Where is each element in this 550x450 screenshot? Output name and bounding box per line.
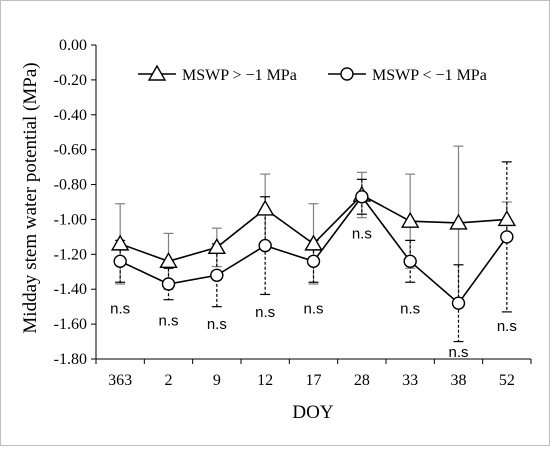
y-tick-label: -1.80 <box>54 351 87 368</box>
circle-series-point <box>210 268 224 282</box>
triangle-series-point <box>110 234 130 251</box>
x-tick-label: 12 <box>257 372 273 389</box>
x-tick-label: 38 <box>451 372 467 389</box>
legend: MSWP > −1 MPa MSWP < −1 MPa <box>138 64 487 84</box>
circle-series-point <box>258 238 272 253</box>
triangle-series-point <box>304 234 323 251</box>
significance-label: n.s <box>303 300 323 317</box>
significance-label: n.s <box>352 225 372 242</box>
x-tick-label: 17 <box>306 372 322 389</box>
y-axis-title: Midday stem water potential (MPa) <box>20 62 41 333</box>
y-tick-label: -1.40 <box>54 281 87 298</box>
circle-series-point <box>113 254 127 269</box>
x-tick-label: 9 <box>213 372 221 389</box>
y-tick-label: -0.60 <box>54 142 87 159</box>
significance-label: n.s <box>110 300 130 317</box>
significance-label: n.s <box>497 318 517 335</box>
significance-label: n.s <box>400 300 420 317</box>
legend-marker-circle <box>340 67 354 81</box>
y-tick-label: 0.00 <box>59 37 87 54</box>
x-tick-label: 33 <box>402 372 418 389</box>
significance-label: n.s <box>448 344 468 361</box>
circle-series-point <box>161 277 176 291</box>
significance-label: n.s <box>158 313 178 330</box>
circle-series-point <box>355 190 369 204</box>
significance-label: n.s <box>207 316 227 333</box>
y-tick-label: -1.00 <box>54 211 87 228</box>
circle-series-point <box>451 296 466 310</box>
y-tick-label: -1.60 <box>54 316 87 333</box>
legend-label-triangle: MSWP > −1 MPa <box>182 67 297 84</box>
triangle-series-point <box>207 237 227 255</box>
x-tick-label: 2 <box>165 372 173 389</box>
circle-series-point <box>403 254 417 269</box>
legend-marker-triangle <box>147 64 167 81</box>
plot-area: 0.00 -0.20 -0.40 -0.60 -0.80 -1.00 -1.20 -1.40 -… <box>54 37 532 389</box>
y-tick-label: -1.20 <box>54 246 87 263</box>
x-tick-label: 28 <box>354 372 370 389</box>
y-tick-label: -0.40 <box>54 107 87 124</box>
x-tick-label: 52 <box>499 372 515 389</box>
triangle-series-point <box>449 213 468 230</box>
y-tick-label: -0.80 <box>54 177 87 194</box>
circle-series-point <box>306 254 321 269</box>
triangle-series-point <box>159 251 178 269</box>
y-tick-label: -0.20 <box>54 72 87 89</box>
x-axis-title: DOY <box>292 402 333 423</box>
legend-label-circle: MSWP < −1 MPa <box>372 67 487 84</box>
triangle-series-point <box>497 210 517 227</box>
x-tick-label: 363 <box>108 372 132 389</box>
triangle-series-point <box>400 211 420 228</box>
triangle-series-point <box>255 199 275 216</box>
circle-series-point <box>500 230 514 244</box>
significance-label: n.s <box>255 304 275 321</box>
